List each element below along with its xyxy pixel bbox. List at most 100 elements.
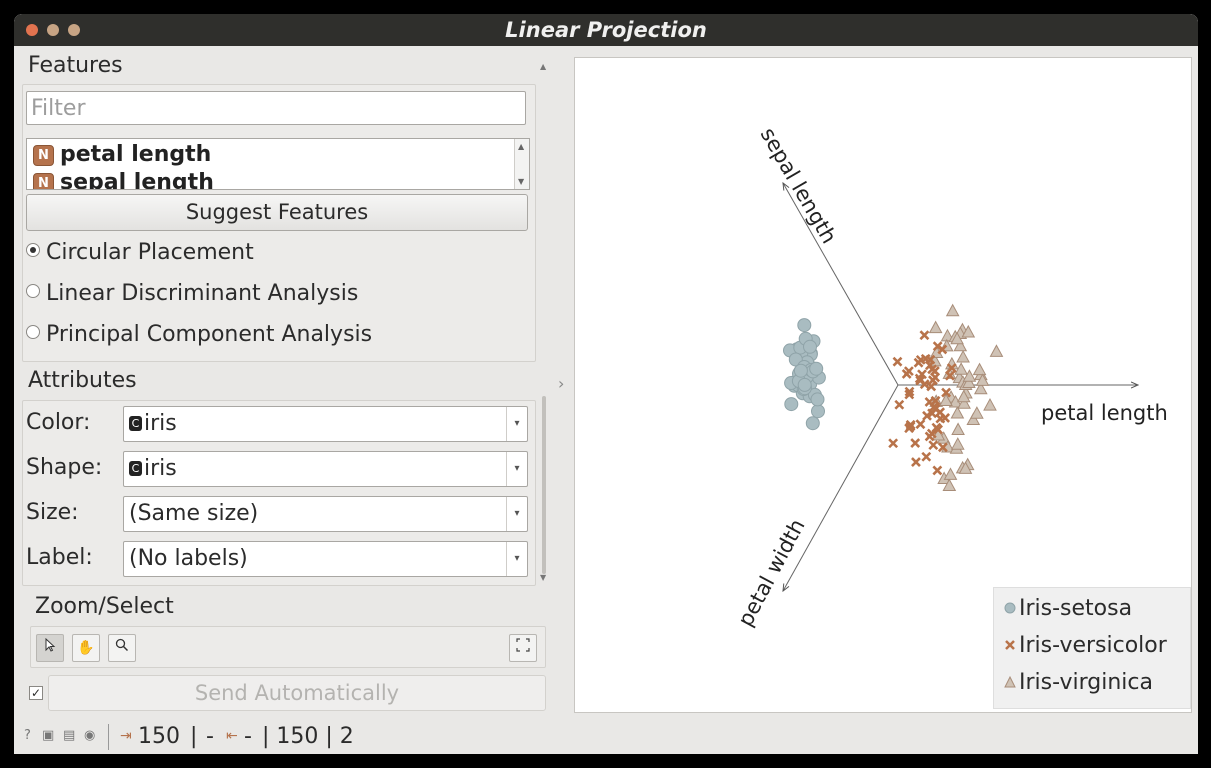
help-icon[interactable]: ?	[24, 728, 31, 743]
input-summary-dash: -	[206, 724, 214, 749]
versicolor-point	[911, 457, 921, 468]
versicolor-point	[941, 387, 952, 398]
lda-option[interactable]: Linear Discriminant Analysis	[26, 281, 358, 306]
output-count: | 150 | 2	[262, 724, 354, 749]
maximize-window-button[interactable]	[68, 24, 80, 36]
cross-marker-icon	[1005, 640, 1015, 650]
legend-item-virginica: Iris-virginica	[1004, 670, 1153, 695]
axis-label-sepal-length: sepal length	[756, 124, 842, 248]
fit-view-icon[interactable]	[509, 634, 537, 662]
setosa-point	[811, 404, 825, 419]
title-bar: Linear Projection	[14, 14, 1198, 46]
virginica-point	[928, 320, 943, 334]
feature-label: petal length	[60, 142, 212, 167]
features-section-title: Features	[28, 53, 123, 78]
magnifier-icon[interactable]	[108, 634, 136, 662]
versicolor-point	[919, 330, 930, 341]
categorical-variable-icon: C	[129, 416, 142, 431]
camera-icon[interactable]: ◉	[84, 728, 96, 743]
versicolor-point	[932, 465, 943, 476]
control-panel-scrollbar[interactable]: ▲ ▼	[540, 62, 550, 584]
feature-filter-input[interactable]: Filter	[26, 91, 526, 125]
shape-label: Shape:	[26, 455, 103, 480]
virginica-point	[945, 303, 960, 317]
chevron-down-icon: ▾	[506, 542, 527, 576]
scroll-down-arrow-icon[interactable]: ▼	[540, 573, 547, 582]
versicolor-point	[946, 363, 957, 373]
close-window-button[interactable]	[26, 24, 38, 36]
virginica-point	[966, 412, 981, 426]
axis-petal-width	[783, 384, 899, 591]
legend: Iris-setosa Iris-versicolor Iris-virgini…	[993, 587, 1191, 709]
virginica-point	[951, 422, 965, 435]
legend-item-versicolor: Iris-versicolor	[1004, 633, 1167, 658]
virginica-point	[942, 478, 957, 492]
projection-canvas[interactable]: sepal length petal length petal width	[575, 58, 1191, 712]
setosa-point	[809, 361, 824, 376]
setosa-point	[803, 339, 817, 354]
label-select[interactable]: (No labels) ▾	[123, 541, 528, 577]
virginica-point	[950, 437, 965, 450]
virginica-point	[962, 369, 977, 382]
pca-option[interactable]: Principal Component Analysis	[26, 322, 372, 347]
output-summary-dash: -	[244, 724, 252, 749]
setosa-point	[797, 377, 812, 392]
send-automatically-button[interactable]: Send Automatically	[48, 675, 546, 711]
versicolor-point	[937, 442, 948, 453]
triangle-marker-icon	[1004, 675, 1016, 688]
shape-value: iris	[144, 456, 177, 481]
virginica-point	[950, 405, 965, 419]
color-label: Color:	[26, 410, 91, 435]
versicolor-point	[894, 399, 905, 410]
output-icon: ⇤	[226, 728, 238, 744]
pointer-icon[interactable]	[36, 634, 64, 662]
radio-unselected-icon	[26, 284, 40, 298]
projection-plot[interactable]: sepal length petal length petal width Ir…	[574, 57, 1192, 713]
versicolor-point	[926, 381, 937, 392]
radio-label: Principal Component Analysis	[46, 322, 373, 347]
suggest-features-button[interactable]: Suggest Features	[26, 194, 528, 231]
size-select[interactable]: (Same size) ▾	[123, 496, 528, 532]
scroll-down-arrow-icon[interactable]: ▼	[518, 177, 525, 186]
versicolor-point	[914, 373, 925, 384]
virginica-point	[954, 362, 968, 375]
versicolor-point	[904, 386, 915, 397]
setosa-point	[805, 416, 820, 431]
input-icon: ⇥	[120, 728, 132, 744]
send-automatically-checkbox[interactable]: ✓	[29, 686, 43, 700]
window-title: Linear Projection	[505, 18, 707, 42]
chevron-down-icon: ▾	[506, 497, 527, 531]
versicolor-point	[910, 438, 921, 448]
virginica-point	[983, 398, 997, 411]
virginica-point	[989, 344, 1004, 357]
save-icon[interactable]: ▣	[42, 728, 55, 743]
hand-icon[interactable]: ✋	[72, 634, 100, 662]
data-points	[783, 303, 1004, 492]
axis-sepal-length	[783, 183, 899, 386]
versicolor-point	[901, 368, 912, 379]
versicolor-point	[931, 422, 942, 433]
virginica-point	[953, 338, 968, 352]
versicolor-point	[944, 370, 955, 381]
radio-selected-icon	[26, 243, 40, 257]
scroll-up-arrow-icon[interactable]: ▲	[540, 62, 547, 71]
status-bar: ? ▣ ▤ ◉ ⇥ 150 | - ⇤ - | 150 | 2	[14, 718, 1198, 754]
report-icon[interactable]: ▤	[63, 728, 76, 743]
chevron-right-icon[interactable]: ›	[558, 374, 565, 393]
status-divider	[108, 724, 109, 750]
versicolor-point	[937, 344, 948, 355]
minimize-window-button[interactable]	[47, 24, 59, 36]
scrollbar-thumb[interactable]	[542, 396, 546, 574]
legend-label: Iris-virginica	[1019, 670, 1153, 695]
circular-placement-option[interactable]: Circular Placement	[26, 240, 254, 265]
versicolor-point	[930, 395, 941, 406]
feature-list-scrollbar[interactable]: ▲ ▼	[514, 139, 529, 189]
scroll-up-arrow-icon[interactable]: ▲	[518, 142, 525, 151]
versicolor-point	[915, 419, 926, 430]
